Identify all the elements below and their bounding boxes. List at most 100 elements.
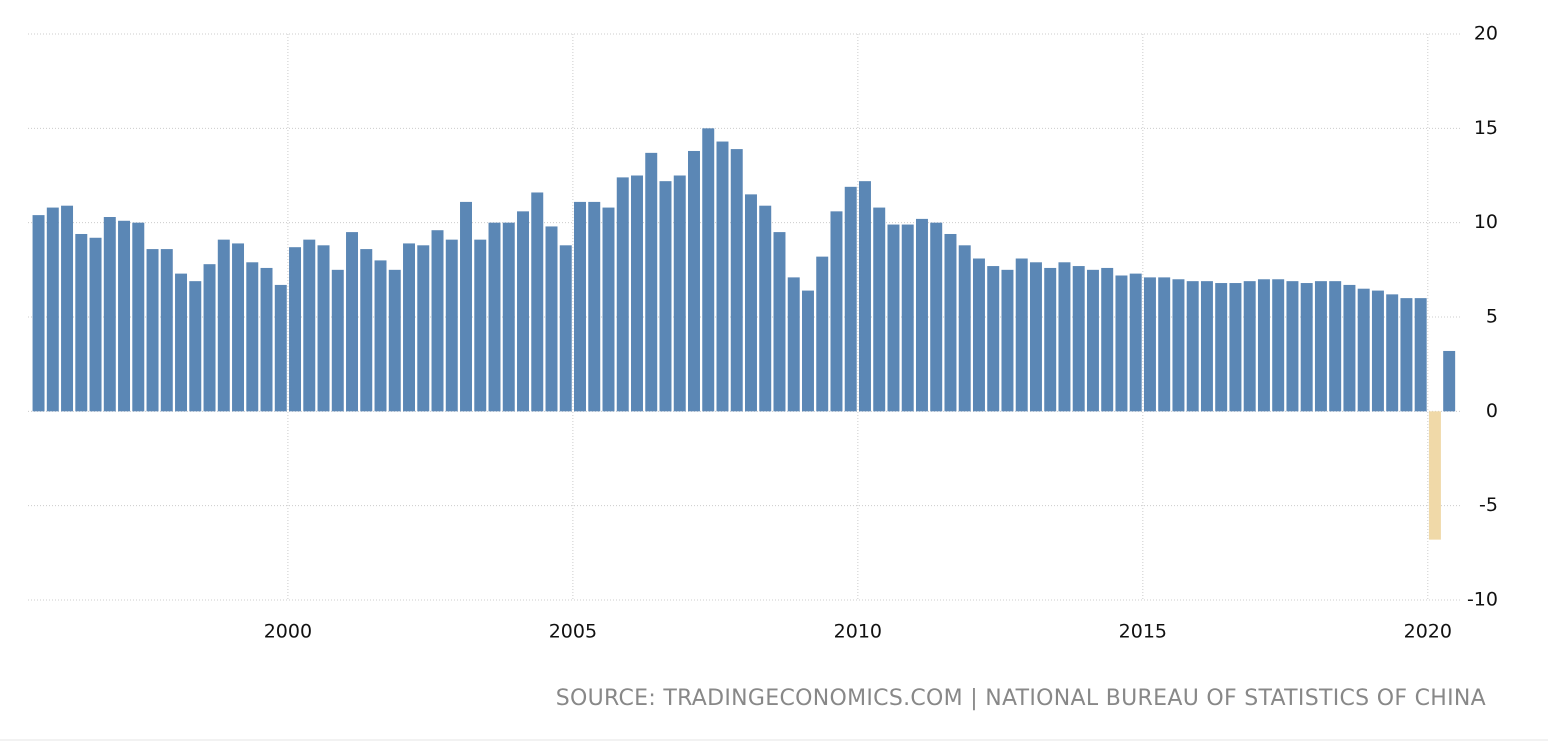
- bar: [1428, 411, 1441, 540]
- source: SOURCE: TRADINGECONOMICS.COM | NATIONAL …: [556, 686, 1486, 711]
- bar: [388, 269, 401, 412]
- bar: [1357, 288, 1370, 412]
- bar: [274, 284, 287, 412]
- bar: [631, 175, 643, 412]
- bar: [1101, 267, 1114, 412]
- bar: [1400, 298, 1413, 412]
- bar: [89, 237, 102, 412]
- bar: [46, 207, 59, 412]
- bar: [730, 149, 743, 412]
- y-tick-label: 15: [1474, 117, 1498, 139]
- bar: [531, 192, 544, 412]
- bar: [1343, 284, 1356, 412]
- bar: [801, 290, 814, 412]
- bar: [901, 224, 914, 412]
- bar: [488, 222, 501, 412]
- bar: [1115, 275, 1128, 412]
- y-tick-label: -10: [1467, 589, 1498, 611]
- bar: [716, 141, 729, 412]
- y-tick-label: 10: [1474, 211, 1498, 233]
- bar: [559, 245, 572, 412]
- bar: [445, 239, 458, 412]
- bar: [1314, 281, 1327, 412]
- bar: [502, 222, 515, 412]
- bar: [32, 215, 45, 412]
- bar: [673, 175, 686, 412]
- bar: [260, 267, 273, 412]
- x-tick-label: 2020: [1404, 621, 1452, 643]
- bar: [1186, 281, 1199, 412]
- bar: [972, 258, 985, 412]
- bar: [1200, 281, 1213, 412]
- bar: [431, 230, 444, 412]
- bar: [1072, 266, 1085, 412]
- bar: [1286, 281, 1299, 412]
- bar: [759, 205, 772, 412]
- bar: [232, 243, 245, 412]
- bar: [460, 201, 472, 412]
- bar: [616, 177, 629, 412]
- y-tick-label: 0: [1486, 400, 1498, 422]
- bar: [1229, 283, 1242, 412]
- bar: [574, 201, 586, 412]
- bar: [844, 186, 857, 412]
- bar: [75, 233, 88, 412]
- bar: [146, 249, 159, 412]
- bar: [331, 269, 344, 412]
- bar: [816, 256, 829, 412]
- bar: [246, 262, 259, 412]
- bar: [1129, 273, 1142, 412]
- bar: [1371, 290, 1384, 412]
- bar: [118, 220, 131, 412]
- bar: [858, 181, 871, 412]
- bar: [317, 245, 330, 412]
- y-tick-label: 5: [1486, 306, 1498, 328]
- x-tick-label: 2000: [264, 621, 312, 643]
- bar: [944, 233, 957, 412]
- bar: [1086, 269, 1099, 412]
- bar: [1443, 350, 1456, 412]
- bar: [160, 249, 173, 412]
- bar: [189, 281, 202, 412]
- x-tick-label: 2005: [549, 621, 597, 643]
- bar: [1058, 262, 1071, 412]
- bar: [474, 239, 487, 412]
- bar: [773, 232, 786, 412]
- bar: [374, 260, 387, 412]
- bar: [517, 211, 529, 412]
- bar: [403, 243, 415, 412]
- bar: [61, 205, 74, 412]
- bar: [1257, 279, 1270, 412]
- bar: [830, 211, 843, 412]
- bar: [915, 218, 928, 412]
- bar: [1386, 294, 1399, 412]
- x-tick-label: 2010: [834, 621, 882, 643]
- bar: [1300, 283, 1313, 412]
- x-tick-label: 2015: [1119, 621, 1167, 643]
- bar: [289, 247, 302, 412]
- bar: [887, 224, 900, 412]
- bar: [1272, 279, 1285, 412]
- bar: [1015, 258, 1028, 412]
- bar: [203, 264, 216, 412]
- bar: [175, 273, 188, 412]
- bar: [1001, 269, 1014, 412]
- bar: [958, 245, 971, 412]
- bar: [588, 201, 601, 412]
- bar: [103, 217, 116, 412]
- bar: [1215, 283, 1228, 412]
- bar: [1414, 298, 1427, 412]
- bar: [987, 266, 1000, 412]
- bar: [787, 277, 800, 412]
- bar: [873, 207, 886, 412]
- bar: [645, 152, 658, 412]
- bar: [659, 181, 672, 412]
- bar: [1143, 277, 1156, 412]
- bar: [745, 194, 757, 412]
- bar: [1172, 279, 1185, 412]
- bar: [132, 222, 145, 412]
- bar: [1329, 281, 1342, 412]
- y-tick-label: -5: [1479, 494, 1498, 516]
- bar: [1029, 262, 1042, 412]
